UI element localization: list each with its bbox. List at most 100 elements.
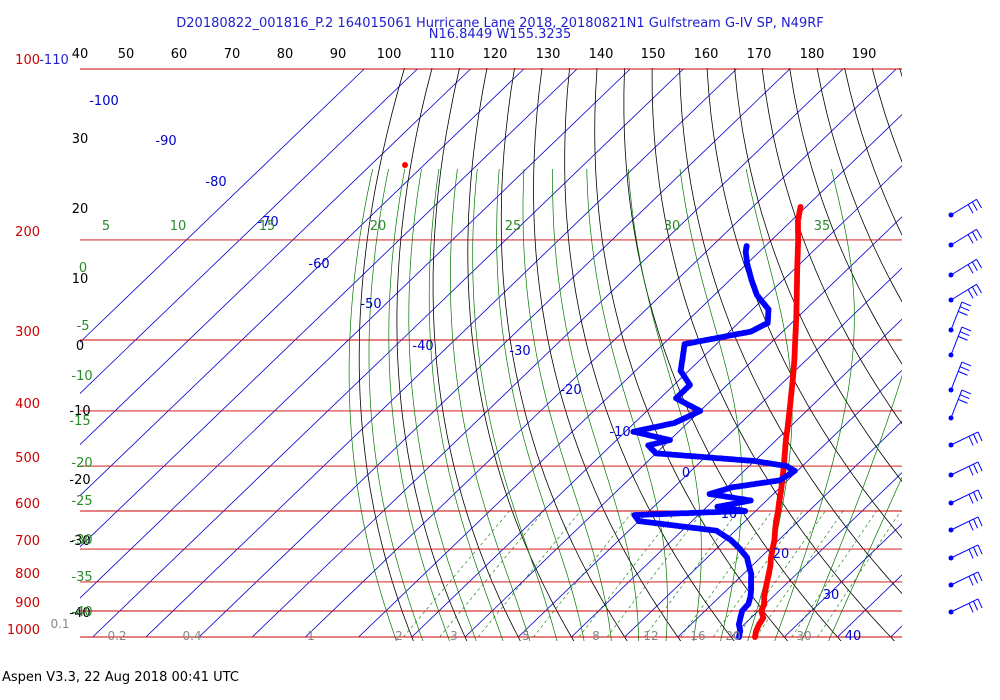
- moist-adiabat-label: 5: [102, 219, 110, 234]
- pressure-label: 300: [15, 325, 40, 340]
- wind-barb-shaft: [950, 431, 979, 446]
- moist-adiabat-line: [801, 374, 902, 641]
- isotherm-line: [80, 68, 418, 394]
- isotherm-label: -80: [205, 175, 226, 190]
- pressure-label: 800: [15, 567, 40, 582]
- wind-barb-feather: [961, 326, 972, 332]
- isotherm-line: [92, 68, 684, 638]
- top-axis-label: 60: [171, 47, 188, 62]
- wind-barb-feather: [977, 431, 983, 442]
- mixing-ratio-label: 8: [592, 629, 600, 643]
- moist-adiabat-label: -10: [71, 369, 92, 384]
- wind-barb-feather: [973, 600, 979, 611]
- wind-barb: [948, 461, 983, 478]
- moist-adiabat-label: 15: [259, 219, 276, 234]
- wind-barb-feather: [968, 521, 974, 531]
- pressure-label: 200: [15, 225, 40, 240]
- wind-barb-feather: [967, 264, 974, 274]
- wind-barbs: [948, 198, 983, 615]
- wind-barb-feather: [973, 518, 979, 529]
- wind-barb-feather: [961, 361, 972, 367]
- wind-barb-feather: [968, 549, 974, 559]
- left-temperature-label: 30: [72, 132, 89, 147]
- wind-barb-shaft: [950, 489, 979, 504]
- isotherm-label: 20: [773, 547, 790, 562]
- top-axis-label: 40: [72, 47, 89, 62]
- moist-adiabat-label: 30: [664, 219, 681, 234]
- temperature-series: [752, 204, 804, 640]
- left-temperature-label: -40: [69, 606, 90, 621]
- top-axis-label: -110: [39, 53, 69, 68]
- isotherm-line: [251, 68, 844, 638]
- moist-adiabat-line: [586, 168, 668, 641]
- top-axis-label: 130: [536, 47, 561, 62]
- wind-barb: [948, 431, 983, 448]
- top-axis-label: 70: [224, 47, 241, 62]
- isotherm-label: 30: [823, 588, 840, 603]
- wind-barb-feather: [976, 199, 982, 209]
- wind-barb-shaft: [950, 326, 963, 356]
- dry-adiabat-line: [871, 68, 902, 163]
- moist-adiabat-line: [450, 168, 531, 641]
- wind-barb-feather: [968, 603, 974, 613]
- mixing-ratio-line: [477, 510, 581, 638]
- isotherm-label: -20: [560, 383, 581, 398]
- moist-adiabat-line: [408, 168, 477, 641]
- wind-barb: [948, 301, 972, 333]
- mixing-ratio-label: 20: [725, 629, 740, 643]
- chart-subtitle: N16.8449 W155.3235: [428, 27, 572, 42]
- isotherm-line: [411, 165, 902, 638]
- wind-barb: [948, 228, 982, 248]
- isotherm-label: -10: [609, 425, 630, 440]
- wind-barb-shaft: [950, 544, 979, 559]
- wind-barb-feather: [968, 494, 974, 504]
- moist-adiabat-label: -35: [71, 570, 92, 585]
- isotherm-line: [624, 369, 902, 638]
- top-axis-label: 160: [694, 47, 719, 62]
- isotherm-line: [571, 318, 902, 638]
- moist-adiabat-label: -15: [69, 414, 90, 429]
- pressure-label: 400: [15, 397, 40, 412]
- top-axis-label: 120: [483, 47, 508, 62]
- dry-adiabat-line: [358, 68, 414, 641]
- top-axis-label: 50: [118, 47, 135, 62]
- mixing-ratio-label: 30: [796, 629, 811, 643]
- moist-adiabat-line: [679, 168, 743, 641]
- pressure-label: 700: [15, 534, 40, 549]
- dry-adiabat-line: [920, 43, 1000, 649]
- pressure-label: 600: [15, 497, 40, 512]
- moist-adiabat-label: -40: [71, 605, 92, 620]
- wind-barb-feather: [973, 546, 979, 557]
- wind-barb-feather: [958, 335, 968, 341]
- wind-barb-feather: [971, 231, 978, 241]
- wind-barb-shaft: [950, 598, 979, 613]
- dry-adiabat-line: [816, 68, 902, 303]
- left-temperature-label: 20: [72, 202, 89, 217]
- moist-adiabat-label: 25: [505, 219, 522, 234]
- dry-adiabat-line: [734, 68, 902, 483]
- mixing-ratio-label: 12: [643, 629, 658, 643]
- pressure-label: 100: [15, 53, 40, 68]
- left-temperature-label: -30: [69, 534, 90, 549]
- isotherm-label: -60: [308, 257, 329, 272]
- wind-barb: [948, 283, 982, 303]
- dry-adiabat-line: [564, 68, 735, 641]
- wind-barb-feather: [976, 229, 982, 239]
- top-axis-label: 80: [277, 47, 294, 62]
- top-axis-label: 90: [330, 47, 347, 62]
- wind-barb-shaft: [950, 516, 979, 531]
- isotherm-line: [80, 68, 578, 548]
- wind-barb-shaft: [950, 361, 963, 391]
- left-temperature-label: 10: [72, 272, 89, 287]
- isotherm-label: 0: [682, 466, 690, 481]
- isotherm-line: [80, 68, 631, 599]
- isotherm-label: -40: [412, 339, 433, 354]
- dewpoint-series: [630, 243, 798, 640]
- wind-barb-feather: [973, 463, 979, 474]
- wind-barb-feather: [959, 366, 970, 372]
- top-axis-label: 100: [377, 47, 402, 62]
- isotherm-line: [145, 68, 737, 638]
- wind-barb: [948, 198, 982, 218]
- top-axis-label: 110: [430, 47, 455, 62]
- moist-adiabat-label: -25: [71, 494, 92, 509]
